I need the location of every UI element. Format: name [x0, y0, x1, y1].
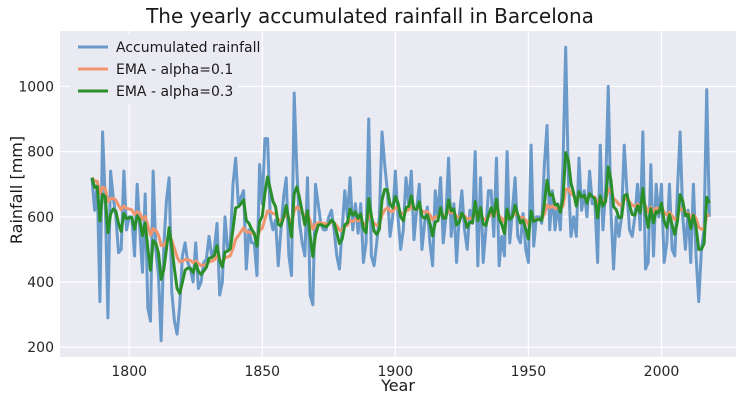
legend-entry-rainfall: Accumulated rainfall: [116, 40, 260, 56]
y-axis-ticks: 200 400 600 800 1000: [18, 79, 54, 356]
x-tick-label-1950: 1950: [511, 364, 547, 380]
x-tick-label-1900: 1900: [378, 364, 414, 380]
y-tick-label-800: 800: [27, 145, 54, 161]
y-tick-label-400: 400: [27, 275, 54, 291]
x-tick-label-1800: 1800: [111, 364, 147, 380]
y-tick-label-1000: 1000: [18, 79, 54, 95]
chart-title: The yearly accumulated rainfall in Barce…: [145, 4, 594, 28]
x-tick-label-1850: 1850: [244, 364, 280, 380]
y-tick-label-200: 200: [27, 340, 54, 356]
x-axis-ticks: 1800 1850 1900 1950 2000: [111, 364, 679, 380]
x-tick-label-2000: 2000: [644, 364, 680, 380]
legend-entry-ema01: EMA - alpha=0.1: [116, 62, 233, 78]
series-layer: [90, 45, 711, 343]
series-line-rainfall: [90, 45, 711, 343]
legend-entry-ema03: EMA - alpha=0.3: [116, 84, 233, 100]
legend: Accumulated rainfall EMA - alpha=0.1 EMA…: [70, 34, 260, 104]
legend-frame: [70, 34, 238, 104]
y-axis-label: Rainfall [mm]: [7, 136, 26, 244]
x-axis-label: Year: [380, 376, 415, 395]
series-line-ema03: [90, 151, 711, 295]
y-tick-label-600: 600: [27, 210, 54, 226]
